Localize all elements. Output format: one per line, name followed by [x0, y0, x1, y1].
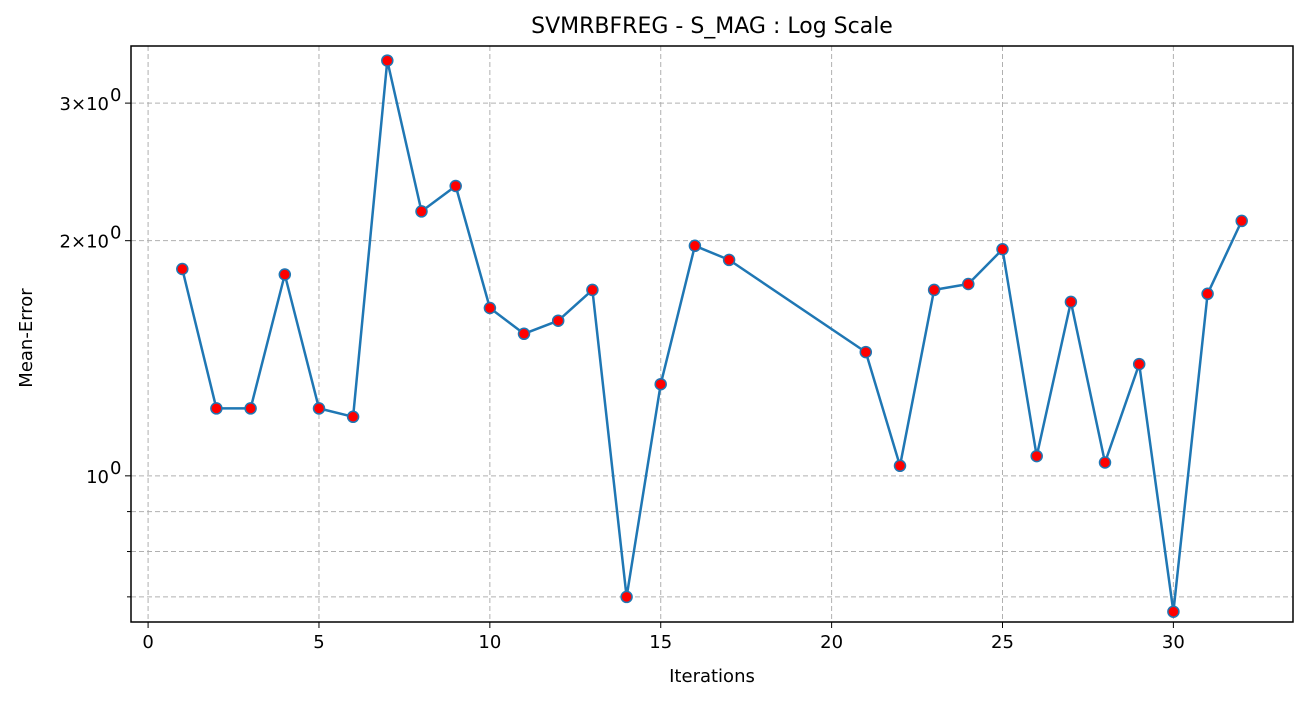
x-tick-label: 10 — [478, 632, 501, 653]
series-layer — [176, 54, 1248, 618]
data-point — [483, 301, 497, 315]
y-tick-label: 3×10 0 — [60, 85, 122, 115]
data-point — [962, 277, 975, 291]
data-point — [1098, 456, 1112, 469]
x-tick-label: 5 — [313, 632, 324, 653]
data-point — [654, 377, 667, 391]
data-point — [1167, 605, 1180, 618]
y-axis-title: Mean-Error — [16, 288, 37, 388]
data-point — [244, 402, 257, 415]
data-point — [586, 283, 599, 297]
data-point — [312, 402, 326, 415]
y-tick-label-base: 10 — [86, 467, 109, 488]
data-point — [859, 345, 873, 359]
y-tick-label-base: 3×10 — [60, 94, 109, 115]
data-point — [688, 239, 702, 253]
x-axis-title: Iterations — [669, 666, 755, 687]
data-point — [278, 268, 292, 281]
data-point — [210, 402, 223, 415]
data-point — [176, 262, 189, 276]
plot-frame — [130, 45, 1294, 623]
x-tick-label: 25 — [991, 632, 1014, 653]
y-tick-label-exponent: 0 — [110, 223, 121, 244]
chart-title: SVMRBFREG - S_MAG : Log Scale — [531, 14, 893, 39]
data-point — [620, 590, 633, 604]
y-tick-label-exponent: 0 — [110, 458, 121, 479]
grid-lines — [131, 46, 1293, 622]
y-tick-label: 10 0 — [86, 458, 121, 488]
data-point — [927, 283, 941, 297]
data-point — [1201, 287, 1214, 301]
data-point — [996, 243, 1009, 256]
data-point — [415, 205, 428, 218]
data-point — [346, 410, 360, 424]
data-point — [449, 179, 462, 193]
y-tick-label-exponent: 0 — [110, 85, 121, 106]
y-tick-label-base: 2×10 — [60, 232, 109, 253]
data-point — [551, 314, 565, 327]
y-tick-label: 2×10 0 — [60, 223, 122, 253]
data-point — [1132, 357, 1146, 371]
data-point — [1064, 295, 1078, 309]
x-tick-label: 30 — [1162, 632, 1185, 653]
data-point — [893, 459, 907, 473]
x-tick-label: 0 — [142, 632, 153, 653]
data-point — [1235, 214, 1248, 228]
data-point — [1030, 449, 1043, 463]
x-tick-label: 20 — [820, 632, 843, 653]
data-point — [722, 253, 736, 267]
series-line — [181, 59, 1243, 613]
x-tick-label: 15 — [649, 632, 672, 653]
data-point — [381, 54, 394, 67]
data-point — [517, 327, 531, 341]
